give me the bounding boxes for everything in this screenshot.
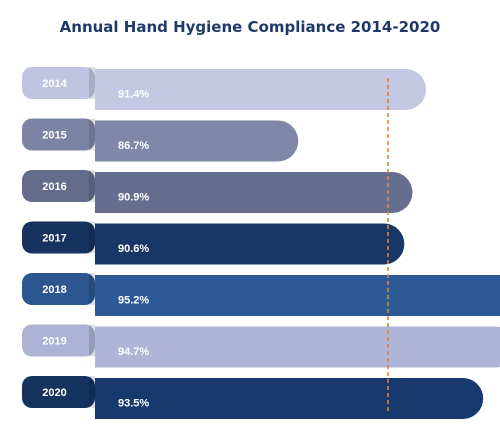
bars-group (22, 67, 500, 419)
value-label: 86.7% (118, 140, 149, 152)
year-tab-shadow (89, 324, 95, 357)
value-label: 95.2% (118, 295, 149, 307)
bar (95, 172, 413, 213)
value-label: 90.6% (118, 243, 149, 255)
bar (95, 120, 299, 162)
year-label: 2016 (42, 181, 66, 193)
year-label: 2018 (42, 284, 66, 296)
year-tab (22, 67, 95, 99)
year-tab (22, 118, 95, 151)
year-tab-shadow (89, 273, 95, 305)
labels-group: 2014 91.4% 2015 86.7% 2016 90.9% 2017 90.6% 2018… (42, 78, 149, 410)
year-tab-shadow (89, 67, 95, 99)
bar (95, 69, 427, 110)
chart-title: Annual Hand Hygiene Compliance 2014-2020 (59, 18, 441, 36)
year-tab-shadow (89, 376, 95, 408)
year-tab-shadow (89, 221, 95, 254)
year-tab (22, 324, 95, 357)
bar (95, 326, 500, 368)
bar (95, 223, 405, 265)
year-label: 2020 (42, 387, 66, 399)
value-label: 91.4% (118, 89, 149, 101)
bar (95, 378, 484, 419)
year-label: 2015 (42, 130, 66, 142)
year-label: 2019 (42, 336, 66, 348)
year-tab-shadow (89, 170, 95, 202)
year-tab (22, 170, 95, 202)
year-tab (22, 221, 95, 254)
value-label: 90.9% (118, 192, 149, 204)
value-label: 93.5% (118, 398, 149, 410)
year-label: 2014 (42, 78, 67, 90)
value-label: 94.7% (118, 346, 149, 358)
bar (95, 275, 500, 316)
year-tab (22, 376, 95, 408)
year-tab-shadow (89, 118, 95, 151)
year-tab (22, 273, 95, 305)
year-label: 2017 (42, 233, 66, 245)
